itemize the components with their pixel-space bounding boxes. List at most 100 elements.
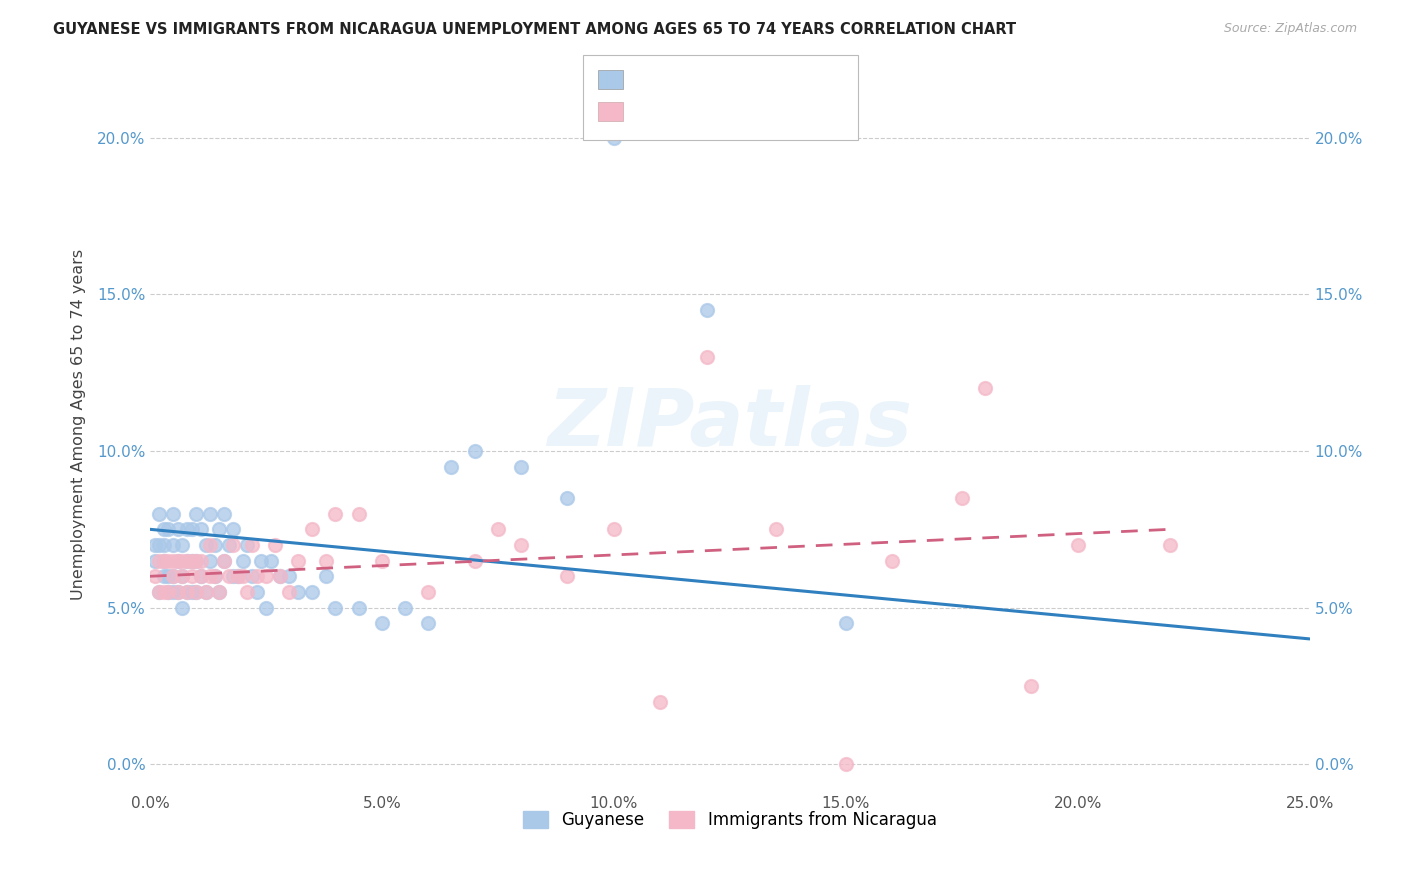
Legend: Guyanese, Immigrants from Nicaragua: Guyanese, Immigrants from Nicaragua — [516, 804, 943, 836]
Point — [208, 522, 231, 536]
Point — [162, 585, 184, 599]
Point — [418, 616, 440, 631]
Point — [190, 569, 212, 583]
Point — [208, 585, 231, 599]
Point — [1066, 538, 1088, 552]
Point — [166, 554, 188, 568]
Point — [172, 569, 194, 583]
Point — [325, 507, 347, 521]
Point — [278, 585, 301, 599]
Point — [950, 491, 973, 505]
Point — [315, 569, 337, 583]
Point — [157, 569, 180, 583]
Point — [218, 538, 240, 552]
Point — [186, 554, 208, 568]
Text: ZIPatlas: ZIPatlas — [547, 385, 912, 464]
Point — [557, 491, 579, 505]
Point — [204, 569, 226, 583]
Point — [180, 554, 202, 568]
Point — [486, 522, 509, 536]
Point — [176, 585, 198, 599]
Point — [208, 585, 231, 599]
Point — [269, 569, 291, 583]
Point — [204, 538, 226, 552]
Point — [264, 538, 287, 552]
Point — [212, 554, 235, 568]
Point — [166, 522, 188, 536]
Point — [510, 538, 533, 552]
Point — [696, 350, 718, 364]
Point — [200, 507, 222, 521]
Point — [157, 522, 180, 536]
Point — [245, 569, 267, 583]
Point — [176, 554, 198, 568]
Point — [1159, 538, 1181, 552]
Text: 0.061: 0.061 — [668, 104, 716, 119]
Point — [157, 554, 180, 568]
Point — [222, 569, 245, 583]
Point — [325, 600, 347, 615]
Text: Source: ZipAtlas.com: Source: ZipAtlas.com — [1223, 22, 1357, 36]
Point — [200, 538, 222, 552]
Point — [232, 554, 254, 568]
Point — [212, 507, 235, 521]
Point — [186, 507, 208, 521]
Text: -0.145: -0.145 — [668, 72, 723, 87]
Point — [236, 538, 259, 552]
Point — [226, 569, 249, 583]
Point — [176, 554, 198, 568]
Point — [176, 585, 198, 599]
Point — [347, 600, 370, 615]
Point — [696, 303, 718, 318]
Point — [200, 569, 222, 583]
Point — [254, 600, 277, 615]
Point — [236, 585, 259, 599]
Point — [162, 569, 184, 583]
Point — [212, 554, 235, 568]
Point — [194, 585, 217, 599]
Point — [394, 600, 416, 615]
Point — [186, 554, 208, 568]
Point — [240, 538, 263, 552]
Point — [162, 554, 184, 568]
Point — [301, 585, 323, 599]
Point — [194, 538, 217, 552]
Point — [204, 569, 226, 583]
Point — [835, 757, 858, 772]
Point — [603, 522, 626, 536]
Text: N =: N = — [745, 104, 779, 119]
Point — [186, 585, 208, 599]
Point — [162, 538, 184, 552]
Point — [882, 554, 904, 568]
Point — [650, 694, 672, 708]
Point — [172, 554, 194, 568]
Point — [153, 538, 176, 552]
Point — [162, 507, 184, 521]
Point — [835, 616, 858, 631]
Point — [143, 538, 166, 552]
Point — [222, 522, 245, 536]
Point — [269, 569, 291, 583]
Text: R =: R = — [631, 72, 665, 87]
Point — [464, 554, 486, 568]
Text: 71: 71 — [778, 72, 799, 87]
Point — [148, 585, 170, 599]
Point — [190, 522, 212, 536]
Point — [287, 554, 309, 568]
Point — [148, 538, 170, 552]
Point — [180, 522, 202, 536]
Text: GUYANESE VS IMMIGRANTS FROM NICARAGUA UNEMPLOYMENT AMONG AGES 65 TO 74 YEARS COR: GUYANESE VS IMMIGRANTS FROM NICARAGUA UN… — [53, 22, 1017, 37]
Point — [218, 569, 240, 583]
Point — [240, 569, 263, 583]
Text: R =: R = — [631, 104, 665, 119]
Point — [464, 444, 486, 458]
Point — [180, 585, 202, 599]
Point — [222, 538, 245, 552]
Point — [166, 585, 188, 599]
Point — [153, 569, 176, 583]
Point — [172, 538, 194, 552]
Point — [166, 554, 188, 568]
Point — [162, 569, 184, 583]
Point — [148, 554, 170, 568]
Point — [371, 616, 394, 631]
